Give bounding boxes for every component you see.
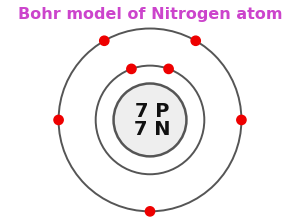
Circle shape: [100, 36, 109, 45]
Circle shape: [54, 115, 63, 125]
Circle shape: [164, 64, 173, 73]
Text: 7 N: 7 N: [134, 120, 171, 139]
Text: Bohr model of Nitrogen atom: Bohr model of Nitrogen atom: [18, 7, 282, 22]
Text: 7 P: 7 P: [136, 103, 170, 121]
Circle shape: [127, 64, 136, 73]
Circle shape: [191, 36, 200, 45]
Circle shape: [146, 207, 154, 216]
Circle shape: [237, 115, 246, 125]
Circle shape: [114, 84, 186, 156]
